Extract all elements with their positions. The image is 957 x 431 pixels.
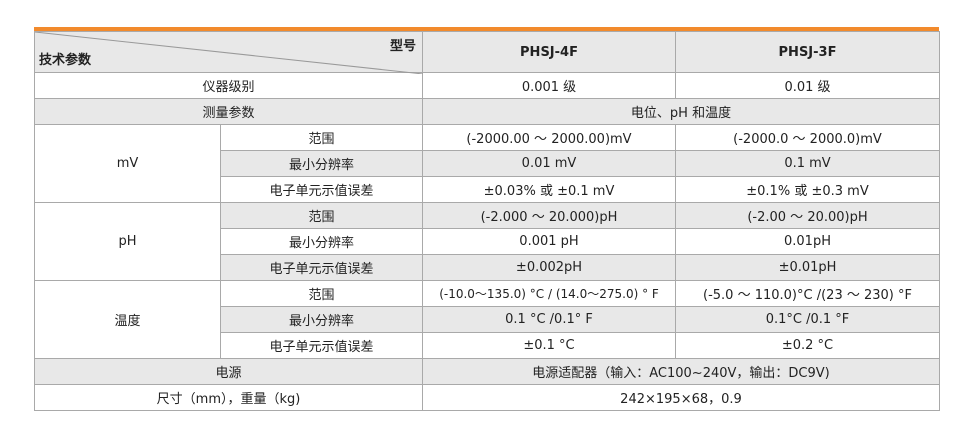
row-label: 电子单元示值误差 (220, 254, 423, 281)
cell: 0.01pH (675, 228, 940, 255)
row-label: 尺寸（mm），重量（kg) (34, 384, 423, 411)
spec-table: 型号 技术参数 PHSJ-4F PHSJ-3F 仪器级别 0.001 级 0.0… (34, 31, 940, 411)
table-row: 电子单元示值误差 ±0.03% 或 ±0.1 mV ±0.1% 或 ±0.3 m… (35, 176, 940, 203)
table-row: 温度 范围 (-10.0～135.0) °C / (14.0～275.0) ° … (34, 280, 940, 359)
cell: ±0.1 °C (422, 332, 676, 359)
table-row: 测量参数 电位、pH 和温度 (34, 98, 940, 125)
model-1: PHSJ-4F (422, 31, 676, 73)
param-label: 技术参数 (39, 53, 92, 68)
cell: ±0.01pH (675, 254, 940, 281)
header-row: 型号 技术参数 PHSJ-4F PHSJ-3F (34, 31, 940, 74)
row-label: 电源 (34, 358, 423, 385)
group-label: pH (34, 202, 221, 281)
orange-top-bar (34, 27, 939, 31)
table-row: 最小分辨率 0.001 pH 0.01pH (35, 228, 940, 255)
cell: 电位、pH 和温度 (422, 98, 940, 125)
group-label: mV (34, 124, 221, 203)
row-label: 电子单元示值误差 (220, 332, 423, 359)
table-row: mV 范围 (-2000.00 ～ 2000.00)mV (-2000.0 ～ … (34, 124, 940, 203)
spec-table-container: 型号 技术参数 PHSJ-4F PHSJ-3F 仪器级别 0.001 级 0.0… (34, 27, 940, 411)
cell: 242×195×68，0.9 (422, 384, 940, 411)
row-label: 范围 (220, 124, 423, 151)
row-label: 范围 (220, 202, 423, 229)
cell: (-2.00 ～ 20.00)pH (675, 202, 940, 229)
row-label: 最小分辨率 (220, 306, 423, 333)
cell: ±0.2 °C (675, 332, 940, 359)
table-row: 尺寸（mm），重量（kg) 242×195×68，0.9 (34, 384, 940, 411)
group-label: 温度 (34, 280, 221, 359)
corner-cell: 型号 技术参数 (34, 31, 423, 74)
model-label: 型号 (389, 39, 416, 54)
table-row: pH 范围 (-2.000 ～ 20.000)pH (-2.00 ～ 20.00… (34, 202, 940, 281)
model-2: PHSJ-3F (675, 31, 940, 73)
row-label: 最小分辨率 (220, 150, 423, 177)
cell: 电源适配器（输入：AC100~240V，输出：DC9V) (422, 358, 940, 385)
cell: 0.1 mV (675, 150, 940, 177)
cell: 0.1 °C /0.1° F (422, 306, 676, 333)
row-label: 最小分辨率 (220, 228, 423, 255)
cell: (-2000.0 ～ 2000.0)mV (675, 124, 940, 151)
cell: ±0.03% 或 ±0.1 mV (422, 176, 676, 203)
cell: (-10.0～135.0) °C / (14.0～275.0) ° F (422, 280, 676, 307)
diagonal-line (35, 32, 423, 74)
cell: (-2000.00 ～ 2000.00)mV (422, 124, 676, 151)
cell: 0.01 mV (422, 150, 676, 177)
row-label: 电子单元示值误差 (220, 176, 423, 203)
row-label: 仪器级别 (34, 72, 423, 99)
table-row: 仪器级别 0.001 级 0.01 级 (34, 72, 940, 99)
cell: ±0.002pH (422, 254, 676, 281)
cell: (-2.000 ～ 20.000)pH (422, 202, 676, 229)
cell: 0.01 级 (675, 72, 940, 99)
table-row: 最小分辨率 0.01 mV 0.1 mV (35, 150, 940, 177)
table-row: 电源 电源适配器（输入：AC100~240V，输出：DC9V) (34, 358, 940, 385)
cell: ±0.1% 或 ±0.3 mV (675, 176, 940, 203)
table-row: 电子单元示值误差 ±0.002pH ±0.01pH (35, 254, 940, 281)
row-label: 范围 (220, 280, 423, 307)
row-label: 测量参数 (34, 98, 423, 125)
cell: 0.001 pH (422, 228, 676, 255)
cell: (-5.0 ～ 110.0)°C /(23 ～ 230) °F (675, 280, 940, 307)
cell: 0.1°C /0.1 °F (675, 306, 940, 333)
table-row: 电子单元示值误差 ±0.1 °C ±0.2 °C (35, 332, 940, 359)
cell: 0.001 级 (422, 72, 676, 99)
